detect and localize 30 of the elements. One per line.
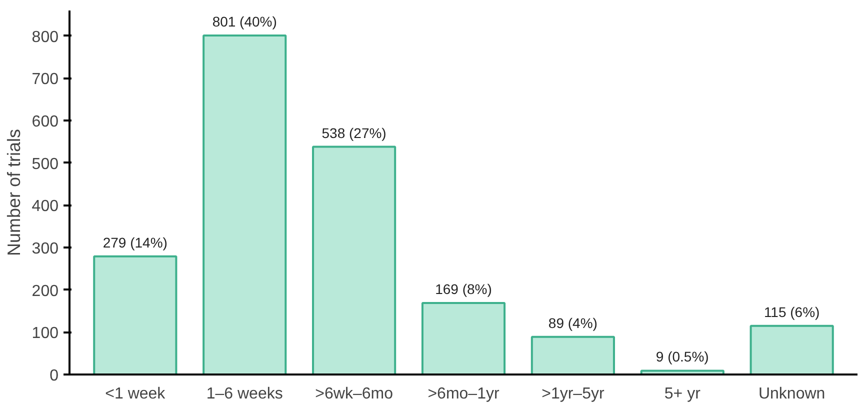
- y-tick-label: 400: [32, 198, 59, 216]
- y-tick-label: 500: [32, 156, 59, 173]
- x-tick-label: 5+ yr: [664, 386, 702, 402]
- x-tick-label: Unknown: [758, 386, 826, 402]
- data-label: 538 (27%): [322, 124, 386, 141]
- bar: [93, 255, 178, 374]
- y-tick-label: 0: [50, 368, 59, 384]
- data-label: 279 (14%): [102, 234, 168, 250]
- y-tick-label: 700: [32, 71, 59, 88]
- bar: [421, 302, 506, 374]
- y-tick-label: 100: [32, 325, 59, 342]
- y-tick-label: 300: [32, 240, 59, 258]
- x-tick-label: 1–6 weeks: [206, 386, 283, 402]
- data-label: 801 (40%): [212, 13, 277, 30]
- x-tick-label: <1 week: [105, 386, 166, 402]
- x-tick-label: >6wk–6mo: [315, 386, 394, 402]
- y-axis-title: Number of trials: [4, 128, 24, 256]
- data-label: 115 (6%): [764, 304, 820, 320]
- data-label: 89 (4%): [548, 314, 598, 331]
- y-tick-label: 200: [32, 282, 59, 300]
- bar: [750, 324, 834, 374]
- y-tick-label: 800: [32, 28, 59, 46]
- bar: [312, 146, 396, 374]
- data-label: 169 (8%): [435, 280, 492, 297]
- bar: [202, 34, 287, 374]
- y-tick-label: 600: [32, 114, 59, 131]
- bar: [530, 336, 615, 374]
- data-label: 9 (0.5%): [656, 348, 709, 365]
- x-tick-label: >6mo–1yr: [428, 386, 500, 402]
- x-tick-label: >1yr–5yr: [542, 386, 605, 402]
